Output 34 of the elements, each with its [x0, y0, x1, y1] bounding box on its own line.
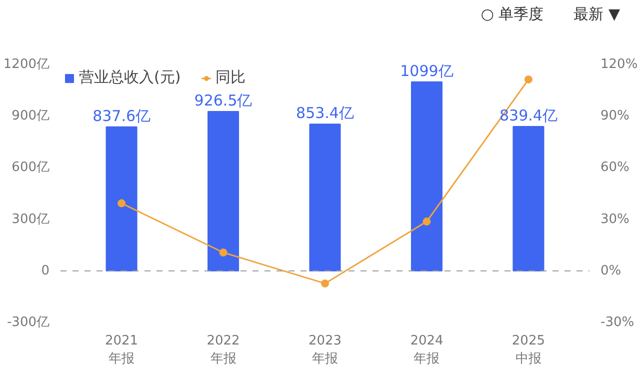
- x-tick-label: 2025 中报: [512, 334, 546, 366]
- y2-tick-label: 90%: [600, 108, 630, 124]
- point: [118, 199, 126, 208]
- point: [321, 279, 329, 288]
- y2-tick-label: 60%: [600, 160, 630, 176]
- bar: [410, 81, 442, 272]
- text: ○ 单季度: [480, 5, 544, 23]
- point: [219, 248, 228, 256]
- legend-label: 同比: [216, 68, 246, 87]
- y-tick-label: 900亿: [12, 108, 50, 124]
- text: 最新 ▼: [574, 5, 620, 23]
- x-tick-label: 2024 年报: [410, 334, 444, 366]
- y2-tick-label: 120%: [600, 57, 638, 72]
- y2-tick-label: 0%: [600, 263, 622, 278]
- data-label: 853.4亿: [296, 104, 354, 122]
- point: [524, 75, 532, 84]
- bar: [106, 126, 138, 272]
- y2-tick-label: 30%: [600, 212, 630, 227]
- y-tick-label: 1200亿: [3, 57, 50, 72]
- y-tick-label: 300亿: [12, 212, 50, 227]
- bar: [309, 124, 341, 272]
- y-tick-label: 600亿: [12, 160, 50, 176]
- data-label: 926.5亿: [194, 92, 252, 110]
- y-tick-label: -300亿: [6, 315, 50, 330]
- bar: [208, 111, 240, 272]
- bar: [512, 126, 544, 272]
- y2-tick-label: -30%: [600, 315, 634, 330]
- x-tick-label: 2023 年报: [308, 334, 342, 366]
- y-tick-label: 0: [41, 263, 50, 278]
- x-tick-label: 2022 年报: [206, 334, 240, 366]
- data-label: 837.6亿: [92, 106, 151, 125]
- x-tick-label: 2021 年报: [104, 334, 138, 366]
- legend-label: 营业总收入(元): [79, 68, 181, 87]
- point: [422, 218, 431, 226]
